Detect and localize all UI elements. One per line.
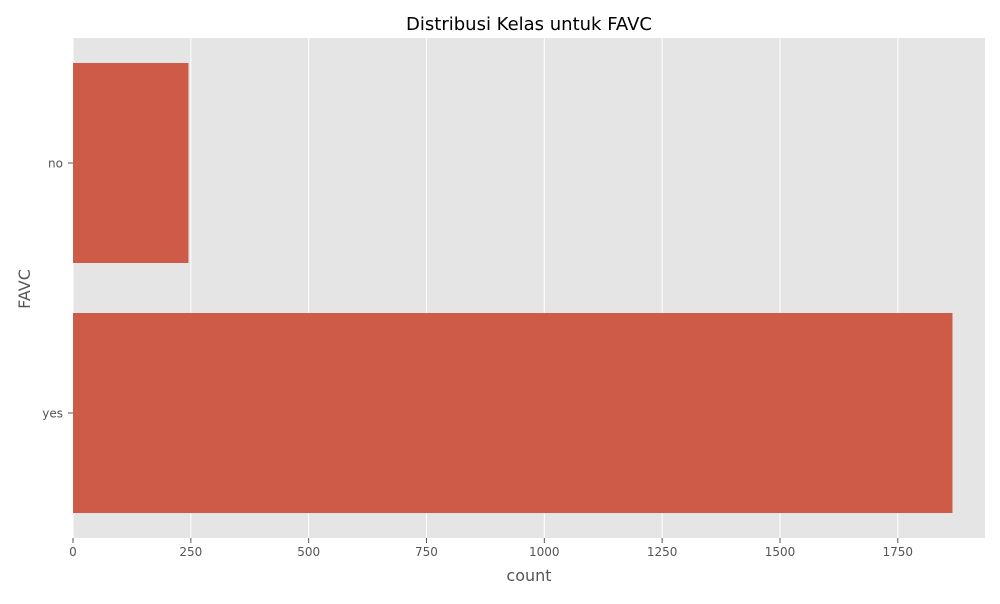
- x-tick-label: 500: [297, 545, 320, 559]
- bar-no: [73, 63, 189, 263]
- bars: [73, 63, 953, 513]
- x-tick-label: 1500: [765, 545, 796, 559]
- y-tick-label: no: [48, 157, 63, 171]
- x-tick-label: 1000: [529, 545, 560, 559]
- x-axis-ticks: 0 250 500 750 1000 1250 1500 1750: [69, 538, 913, 559]
- x-tick-label: 1750: [883, 545, 914, 559]
- y-axis-label: FAVC: [15, 269, 34, 309]
- x-tick-label: 1250: [647, 545, 678, 559]
- x-tick-label: 250: [179, 545, 202, 559]
- x-tick-label: 750: [415, 545, 438, 559]
- chart-title: Distribusi Kelas untuk FAVC: [406, 14, 652, 35]
- bar-yes: [73, 313, 953, 513]
- x-axis-label: count: [506, 566, 551, 585]
- y-axis-ticks: no yes: [42, 157, 73, 421]
- x-tick-label: 0: [69, 545, 77, 559]
- y-tick-label: yes: [42, 407, 63, 421]
